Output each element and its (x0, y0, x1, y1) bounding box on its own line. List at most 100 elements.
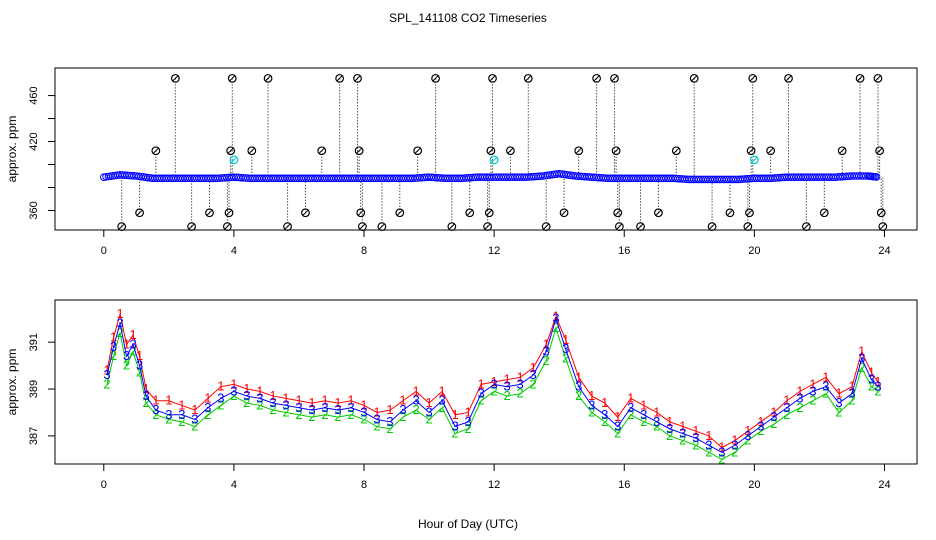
y-tick-label: 360 (28, 201, 40, 219)
cyan-outlier-point-slash (751, 156, 758, 163)
outlier-point (745, 208, 754, 218)
series-2-point: 2 (269, 402, 276, 417)
series-2-point: 2 (809, 393, 816, 408)
y-tick-label: 389 (28, 380, 40, 398)
series-1-point: 1 (308, 395, 315, 410)
outlier-point-slash (803, 223, 810, 230)
series-2-point: 2 (308, 409, 315, 424)
panel-frame (54, 67, 918, 231)
outlier-point-slash (284, 223, 291, 230)
outlier-point-slash (575, 147, 582, 154)
series-2-point: 2 (129, 344, 136, 359)
series-2-point: 2 (116, 325, 123, 340)
series-2-point: 2 (679, 433, 686, 448)
series-1-point: 1 (116, 306, 123, 321)
series-2-point: 2 (543, 353, 550, 368)
x-tick-label: 20 (748, 245, 760, 257)
outlier-point-slash (613, 147, 620, 154)
outlier-point-slash (611, 75, 618, 82)
x-tick-label: 24 (878, 479, 890, 491)
series-3-point: 3 (874, 379, 881, 394)
series-3-point: 3 (543, 344, 550, 359)
series-1-point: 1 (373, 404, 380, 419)
series-3-point: 3 (204, 400, 211, 415)
x-tick-label: 4 (231, 245, 237, 257)
series-3-point: 3 (386, 414, 393, 429)
outlier-point (875, 146, 884, 156)
series-2-point: 2 (373, 419, 380, 434)
outlier-point (707, 222, 717, 231)
series-3-point: 3 (152, 402, 159, 417)
series-3-point: 3 (123, 348, 130, 363)
series-3-point: 3 (757, 419, 764, 434)
series-2-point: 2 (588, 404, 595, 419)
outlier-point (837, 146, 847, 156)
outlier-point (614, 222, 624, 231)
series-2-point: 2 (575, 388, 582, 403)
series-3-point: 3 (692, 430, 699, 445)
series-3-point: 3 (848, 386, 855, 401)
outlier-point-slash (839, 147, 846, 154)
series-1-point: 1 (679, 419, 686, 434)
series-1-point: 1 (347, 393, 354, 408)
series-2-point: 2 (757, 423, 764, 438)
cyan-outlier-point (489, 155, 499, 165)
outlier-point-slash (746, 209, 753, 216)
series-2-point: 2 (178, 414, 185, 429)
x-axis-label: Hour of Day (UTC) (418, 517, 518, 531)
outlier-point (484, 208, 494, 218)
series-1-point: 1 (142, 381, 149, 396)
series-2-point: 2 (295, 407, 302, 422)
series-3-point: 3 (666, 421, 673, 436)
outlier-point-slash (396, 209, 403, 216)
series-2-point: 2 (204, 407, 211, 422)
series-2-point: 2 (438, 400, 445, 415)
series-1-point: 1 (731, 433, 738, 448)
outlier-point (802, 222, 811, 231)
series-3-point: 3 (588, 397, 595, 412)
series-2-point: 2 (796, 400, 803, 415)
series-1-point: 1 (191, 402, 198, 417)
series-1-point: 1 (478, 376, 485, 391)
outlier-point-slash (876, 147, 883, 154)
series-3-point: 3 (835, 395, 842, 410)
outlier-point-slash (543, 223, 550, 230)
series-1-point: 1 (858, 344, 865, 359)
series-2-point: 2 (822, 386, 829, 401)
series-3-point: 3 (142, 388, 149, 403)
outlier-point (205, 208, 214, 218)
series-2-point: 2 (627, 407, 634, 422)
outlier-point (227, 73, 237, 83)
outlier-point-slash (432, 75, 439, 82)
series-2-point: 2 (868, 379, 875, 394)
series-3-point: 3 (399, 402, 406, 417)
series-2-point: 2 (491, 383, 498, 398)
series-1-point: 1 (543, 337, 550, 352)
outlier-point (247, 146, 257, 156)
series-1-point: 1 (692, 423, 699, 438)
series-2-point: 2 (386, 421, 393, 436)
series-3-point: 3 (360, 404, 367, 419)
series-1-point: 1 (438, 383, 445, 398)
outlier-point-slash (414, 147, 421, 154)
outlier-point (263, 73, 273, 83)
series-3-point: 3 (809, 383, 816, 398)
series-1-point: 1 (588, 388, 595, 403)
series-1-point: 1 (123, 337, 130, 352)
series-2-point: 2 (504, 388, 511, 403)
series-3-point: 3 (478, 386, 485, 401)
series-3-point: 3 (129, 337, 136, 352)
x-tick-label: 16 (618, 479, 630, 491)
outlier-point (431, 73, 440, 83)
series-2-point: 2 (562, 351, 569, 366)
series-2-point: 2 (165, 411, 172, 426)
outlier-point (317, 146, 327, 156)
outlier-point-slash (744, 223, 751, 230)
outlier-point-slash (448, 223, 455, 230)
series-1-point: 1 (412, 383, 419, 398)
y-axis-label: approx. ppm (5, 116, 19, 183)
outlier-point (689, 73, 699, 83)
outlier-point-slash (265, 75, 272, 82)
